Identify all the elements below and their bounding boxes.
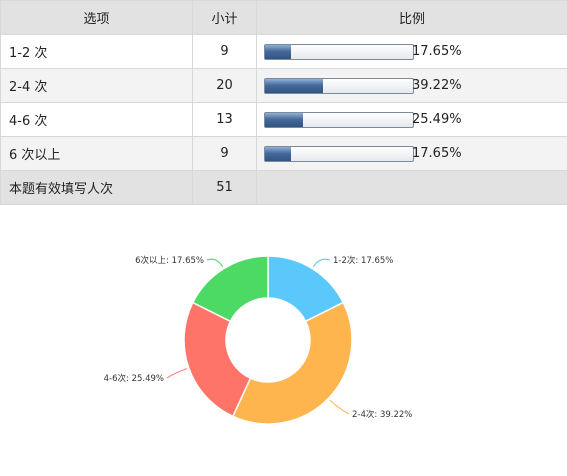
percent-text: 25.49% — [412, 111, 462, 127]
pie-slice — [191, 255, 269, 323]
percent-bar-track — [264, 145, 414, 162]
percent-bar-track — [264, 111, 414, 128]
pie-leader-line — [329, 399, 350, 415]
donut-chart: 1-2次: 17.65% 2-4次: 39.22% 4-6次: 25.49% 6次以上… — [104, 255, 412, 425]
table-row: 1-2 次 9 17.65% — [0, 34, 567, 69]
pie-leader-line — [166, 368, 188, 379]
header-ratio: 比例 — [256, 0, 567, 35]
table-row: 2-4 次 20 39.22% — [0, 68, 567, 103]
pie-slice-label: 2-4次: 39.22% — [352, 409, 412, 420]
table-header-row: 选项 小计 比例 — [0, 0, 567, 35]
option-label: 4-6 次 — [0, 102, 193, 137]
option-label: 2-4 次 — [0, 68, 193, 103]
option-count: 9 — [192, 34, 257, 69]
pie-slice — [183, 301, 252, 418]
results-table: 选项 小计 比例 1-2 次 9 17.65% 2-4 次 20 — [0, 0, 567, 205]
option-count: 9 — [192, 136, 257, 171]
percent-bar: 17.65% — [264, 145, 567, 162]
percent-bar-fill — [265, 44, 292, 59]
percent-bar-fill — [265, 78, 323, 93]
option-count: 13 — [192, 102, 257, 137]
percent-text: 39.22% — [412, 77, 462, 93]
percent-bar-track — [264, 43, 414, 60]
percent-bar-track — [264, 77, 414, 94]
percent-text: 17.65% — [412, 145, 462, 161]
total-row: 本题有效填写人次 51 — [0, 170, 567, 205]
pie-slice-label: 4-6次: 25.49% — [104, 373, 164, 384]
percent-bar-fill — [265, 112, 303, 127]
table-row: 6 次以上 9 17.65% — [0, 136, 567, 171]
percent-bar: 39.22% — [264, 77, 567, 94]
percent-bar: 17.65% — [264, 43, 567, 60]
table-row: 4-6 次 13 25.49% — [0, 102, 567, 137]
total-count: 51 — [192, 170, 257, 205]
option-label: 1-2 次 — [0, 34, 193, 69]
option-count: 20 — [192, 68, 257, 103]
header-option: 选项 — [0, 0, 193, 35]
total-label: 本题有效填写人次 — [0, 170, 193, 205]
percent-bar-fill — [265, 146, 292, 161]
pie-slice-label: 6次以上: 17.65% — [135, 255, 204, 266]
pie-leader-line — [312, 258, 331, 268]
percent-text: 17.65% — [412, 43, 462, 59]
pie-slice — [231, 301, 353, 425]
header-count: 小计 — [192, 0, 257, 35]
percent-bar: 25.49% — [264, 111, 567, 128]
option-label: 6 次以上 — [0, 136, 193, 171]
pie-leader-line — [206, 258, 224, 268]
pie-slice-label: 1-2次: 17.65% — [333, 255, 393, 266]
